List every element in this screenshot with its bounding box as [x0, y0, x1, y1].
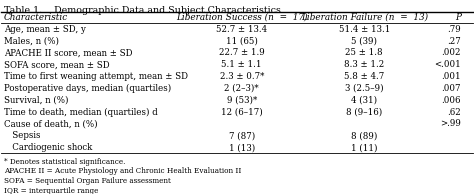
- Text: .62: .62: [447, 108, 461, 117]
- Text: 9 (53)*: 9 (53)*: [227, 96, 257, 105]
- Text: Time to first weaning attempt, mean ± SD: Time to first weaning attempt, mean ± SD: [4, 72, 188, 81]
- Text: 11 (65): 11 (65): [226, 37, 258, 46]
- Text: Sepsis: Sepsis: [4, 131, 40, 140]
- Text: 8 (9–16): 8 (9–16): [346, 108, 383, 117]
- Text: Liberation Failure (n  =  13): Liberation Failure (n = 13): [301, 13, 428, 22]
- Text: 12 (6–17): 12 (6–17): [221, 108, 263, 117]
- Text: Postoperative days, median (quartiles): Postoperative days, median (quartiles): [4, 84, 171, 93]
- Text: 5 (39): 5 (39): [351, 37, 377, 46]
- Text: SOFA score, mean ± SD: SOFA score, mean ± SD: [4, 60, 109, 69]
- Text: IQR = interquartile range: IQR = interquartile range: [4, 186, 98, 194]
- Text: 25 ± 1.8: 25 ± 1.8: [346, 48, 383, 57]
- Text: 8 (89): 8 (89): [351, 131, 377, 140]
- Text: Characteristic: Characteristic: [4, 13, 68, 22]
- Text: >.99: >.99: [440, 120, 461, 128]
- Text: 22.7 ± 1.9: 22.7 ± 1.9: [219, 48, 264, 57]
- Text: SOFA = Sequential Organ Failure assessment: SOFA = Sequential Organ Failure assessme…: [4, 177, 171, 185]
- Text: Cardiogenic shock: Cardiogenic shock: [4, 143, 92, 152]
- Text: 1 (11): 1 (11): [351, 143, 377, 152]
- Text: 3 (2.5–9): 3 (2.5–9): [345, 84, 383, 93]
- Text: 7 (87): 7 (87): [228, 131, 255, 140]
- Text: Age, mean ± SD, y: Age, mean ± SD, y: [4, 25, 86, 34]
- Text: 1 (13): 1 (13): [228, 143, 255, 152]
- Text: APACHE II = Acute Physiology and Chronic Health Evaluation II: APACHE II = Acute Physiology and Chronic…: [4, 167, 241, 175]
- Text: Cause of death, n (%): Cause of death, n (%): [4, 120, 97, 128]
- Text: .001: .001: [441, 72, 461, 81]
- Text: P: P: [455, 13, 461, 22]
- Text: 2 (2–3)*: 2 (2–3)*: [224, 84, 259, 93]
- Text: .79: .79: [447, 25, 461, 34]
- Text: 4 (31): 4 (31): [351, 96, 377, 105]
- Text: 2.3 ± 0.7*: 2.3 ± 0.7*: [219, 72, 264, 81]
- Text: 51.4 ± 13.1: 51.4 ± 13.1: [338, 25, 390, 34]
- Text: APACHE II score, mean ± SD: APACHE II score, mean ± SD: [4, 48, 132, 57]
- Text: .006: .006: [441, 96, 461, 105]
- Text: Time to death, median (quartiles) d: Time to death, median (quartiles) d: [4, 107, 157, 117]
- Text: 8.3 ± 1.2: 8.3 ± 1.2: [344, 60, 384, 69]
- Text: .27: .27: [447, 37, 461, 46]
- Text: 5.8 ± 4.7: 5.8 ± 4.7: [344, 72, 384, 81]
- Text: .007: .007: [441, 84, 461, 93]
- Text: Table 1.    Demographic Data and Subject Characteristics: Table 1. Demographic Data and Subject Ch…: [4, 6, 281, 15]
- Text: 52.7 ± 13.4: 52.7 ± 13.4: [216, 25, 267, 34]
- Text: Liberation Success (n  =  17): Liberation Success (n = 17): [176, 13, 308, 22]
- Text: Males, n (%): Males, n (%): [4, 37, 59, 46]
- Text: Survival, n (%): Survival, n (%): [4, 96, 68, 105]
- Text: * Denotes statistical significance.: * Denotes statistical significance.: [4, 158, 125, 166]
- Text: .002: .002: [441, 48, 461, 57]
- Text: 5.1 ± 1.1: 5.1 ± 1.1: [221, 60, 262, 69]
- Text: <.001: <.001: [434, 60, 461, 69]
